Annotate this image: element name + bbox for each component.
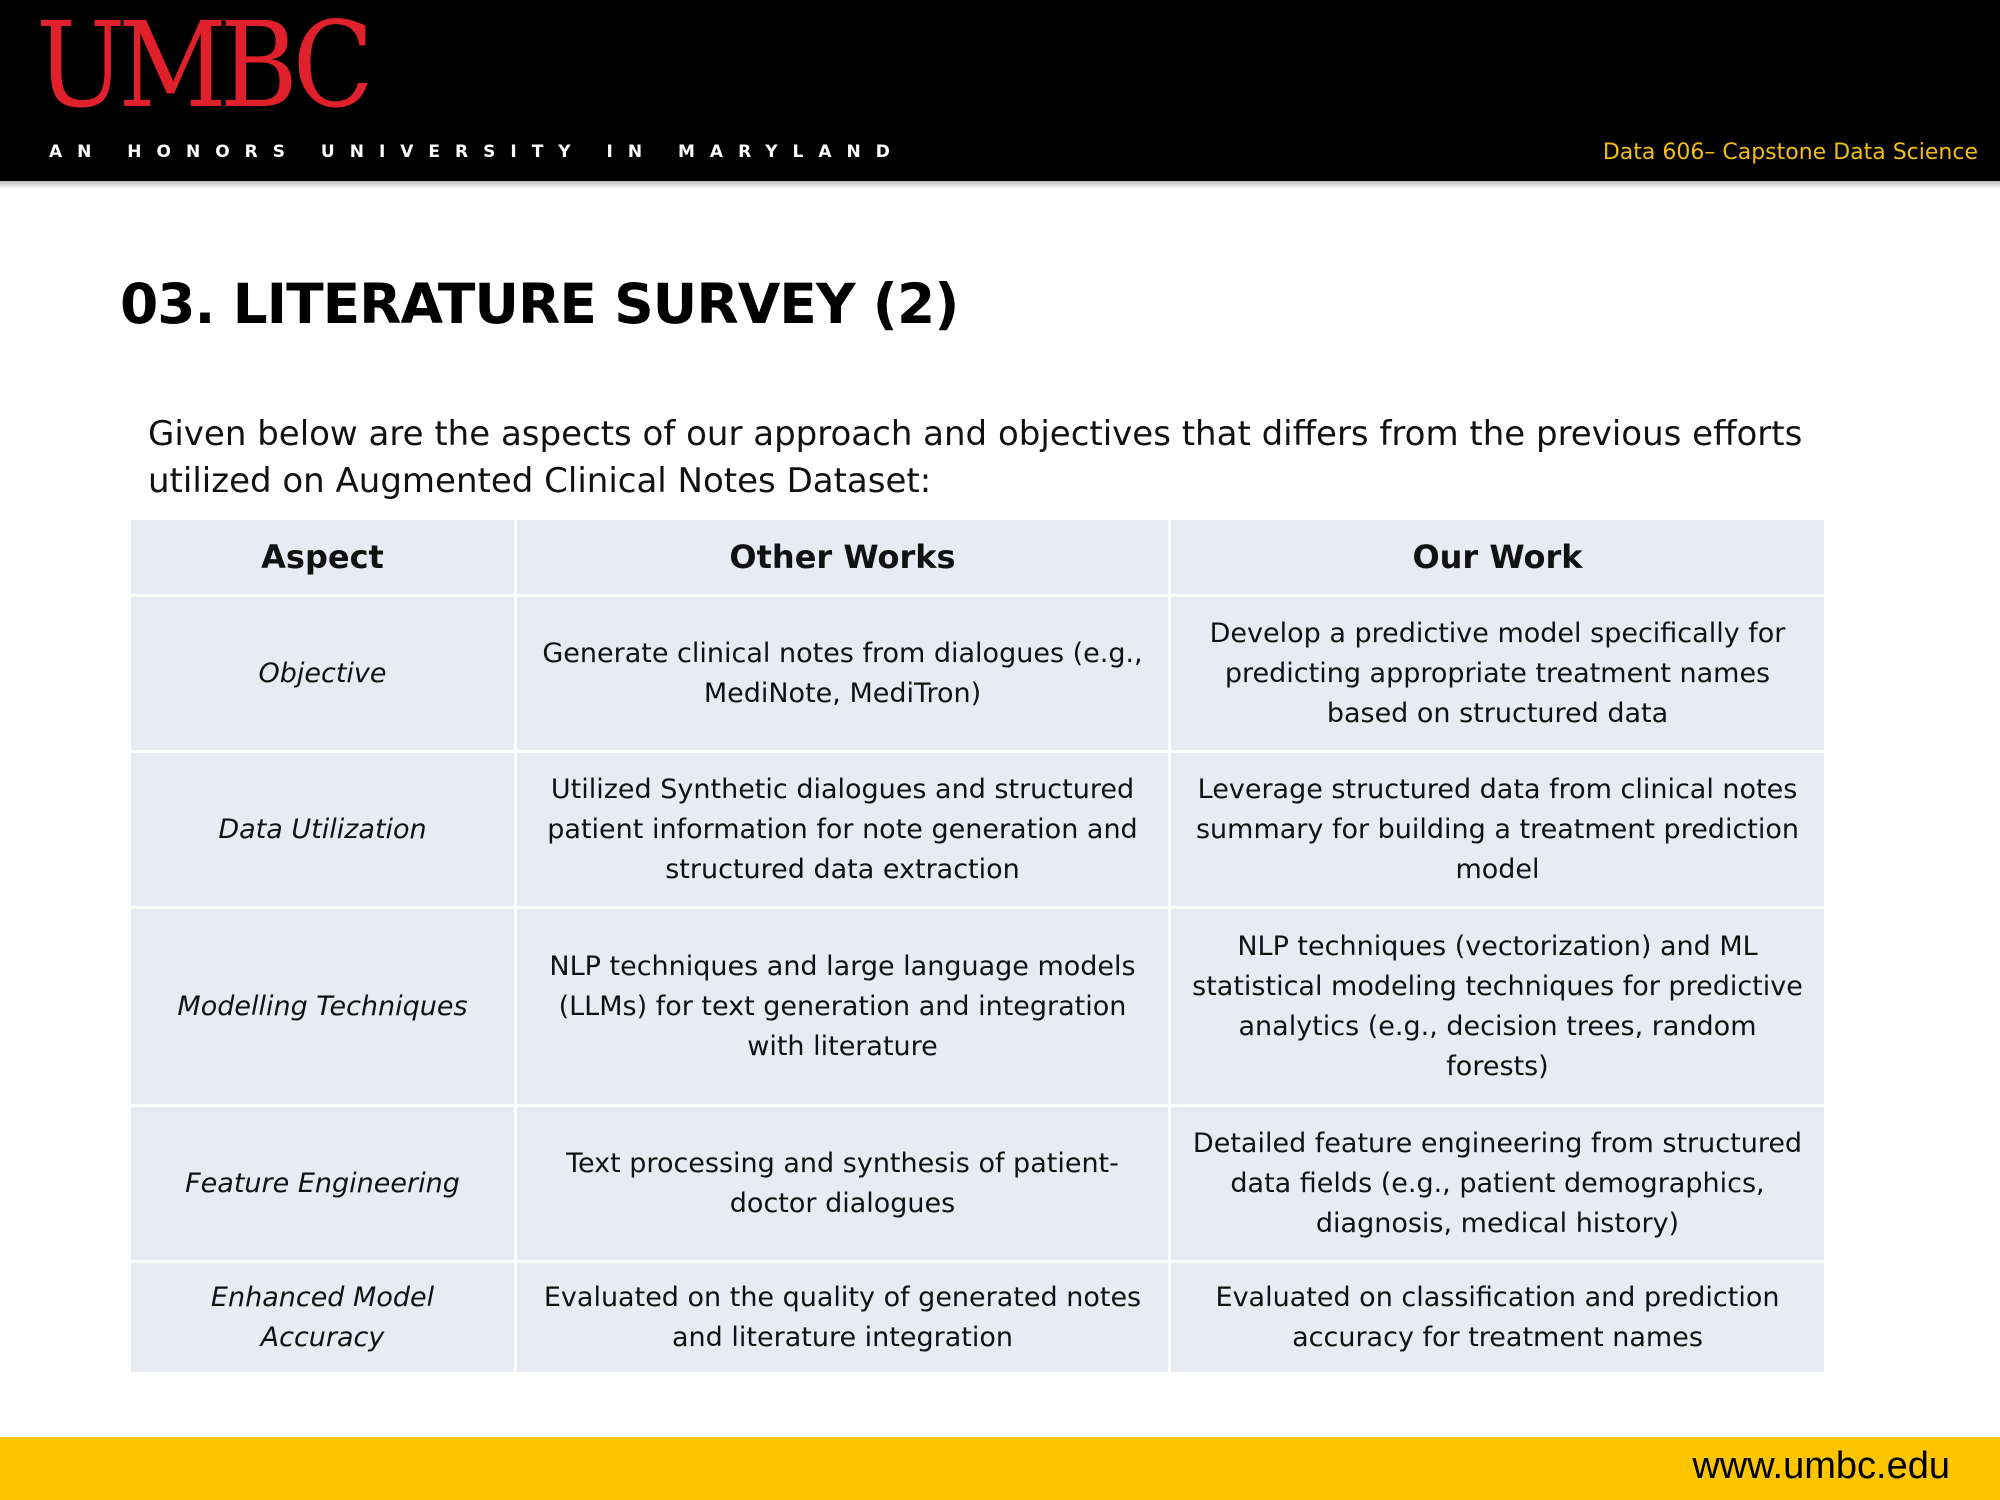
header-aspect: Aspect: [128, 517, 517, 597]
table-row: Data Utilization Utilized Synthetic dial…: [128, 750, 1827, 909]
our-work-cell: Evaluated on classification and predicti…: [1168, 1260, 1827, 1375]
header-bar: UMBC AN HONORS UNIVERSITY IN MARYLAND Da…: [0, 0, 2000, 181]
tagline: AN HONORS UNIVERSITY IN MARYLAND: [49, 142, 905, 162]
table-row: Feature Engineering Text processing and …: [128, 1104, 1827, 1263]
aspect-cell: Enhanced Model Accuracy: [128, 1260, 517, 1375]
aspect-cell: Modelling Techniques: [128, 906, 517, 1107]
header-shadow: [0, 181, 2000, 189]
intro-text: Given below are the aspects of our appro…: [148, 414, 1803, 501]
our-work-cell: Leverage structured data from clinical n…: [1168, 750, 1827, 909]
course-label: Data 606– Capstone Data Science: [1602, 140, 1978, 165]
table-row: Enhanced Model Accuracy Evaluated on the…: [128, 1260, 1827, 1375]
table-row: Objective Generate clinical notes from d…: [128, 594, 1827, 753]
other-works-cell: Utilized Synthetic dialogues and structu…: [514, 750, 1171, 909]
our-work-cell: NLP techniques (vectorization) and ML st…: [1168, 906, 1827, 1107]
other-works-cell: Text processing and synthesis of patient…: [514, 1104, 1171, 1263]
footer-bar: [0, 1437, 2000, 1500]
other-works-cell: Generate clinical notes from dialogues (…: [514, 594, 1171, 753]
footer-url: www.umbc.edu: [1692, 1445, 1950, 1487]
aspect-cell: Data Utilization: [128, 750, 517, 909]
our-work-cell: Develop a predictive model specifically …: [1168, 594, 1827, 753]
table-row: Modelling Techniques NLP techniques and …: [128, 906, 1827, 1107]
our-work-cell: Detailed feature engineering from struct…: [1168, 1104, 1827, 1263]
comparison-table: Aspect Other Works Our Work Objective Ge…: [128, 517, 1827, 1375]
umbc-logo: UMBC: [36, 0, 374, 134]
other-works-cell: Evaluated on the quality of generated no…: [514, 1260, 1171, 1375]
aspect-cell: Objective: [128, 594, 517, 753]
aspect-cell: Feature Engineering: [128, 1104, 517, 1263]
header-our-work: Our Work: [1168, 517, 1827, 597]
slide-title: 03. LITERATURE SURVEY (2): [120, 272, 959, 336]
header-other-works: Other Works: [514, 517, 1171, 597]
other-works-cell: NLP techniques and large language models…: [514, 906, 1171, 1107]
table-header-row: Aspect Other Works Our Work: [128, 517, 1827, 597]
